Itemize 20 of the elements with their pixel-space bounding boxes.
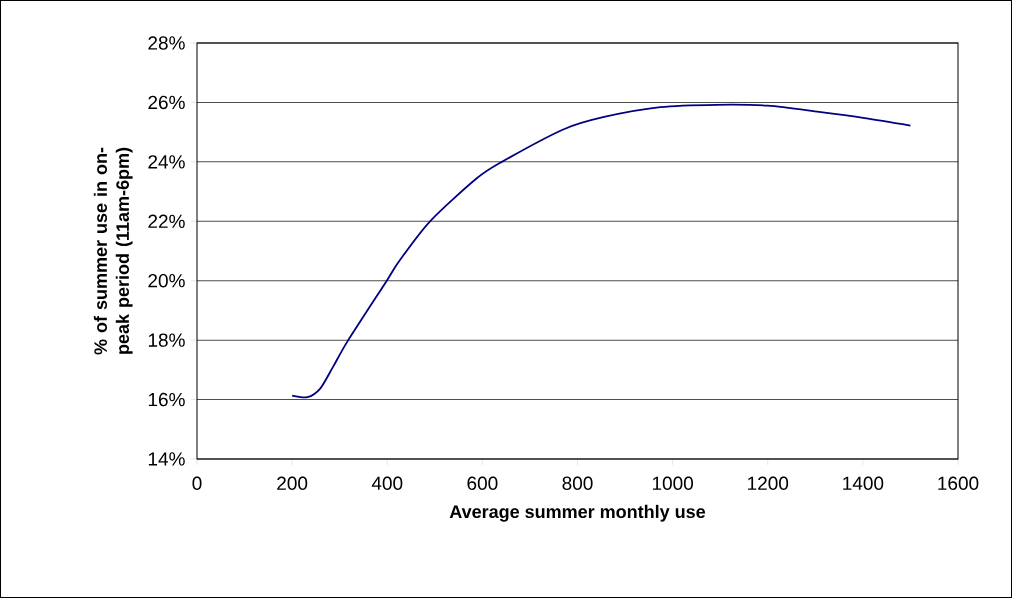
y-tick-label: 22%	[148, 214, 185, 228]
y-tick-label: 24%	[148, 155, 185, 169]
y-tick-label: 28%	[148, 36, 185, 50]
x-tick-label: 1600	[938, 476, 979, 490]
x-tick-label: 600	[467, 476, 498, 490]
x-tick-label: 200	[277, 476, 308, 490]
y-tick-label: 14%	[148, 452, 185, 466]
y-tick-label: 18%	[148, 333, 185, 347]
x-tick-label: 1000	[652, 476, 694, 490]
x-tick-label: 1400	[843, 476, 884, 490]
x-tick-label: 400	[371, 476, 403, 490]
line-series	[291, 103, 912, 399]
x-axis-title: Average summer monthly use	[449, 504, 706, 522]
x-tick-label: 1200	[748, 476, 789, 490]
y-axis-title: % of summer use in on-peak period (11am-6pm)	[93, 147, 133, 355]
y-tick-label: 16%	[148, 392, 185, 407]
y-tick-label: 20%	[148, 273, 185, 288]
x-tick-label: 800	[562, 476, 593, 490]
x-tick-label: 0	[192, 476, 202, 490]
y-tick-label: 26%	[148, 95, 185, 110]
